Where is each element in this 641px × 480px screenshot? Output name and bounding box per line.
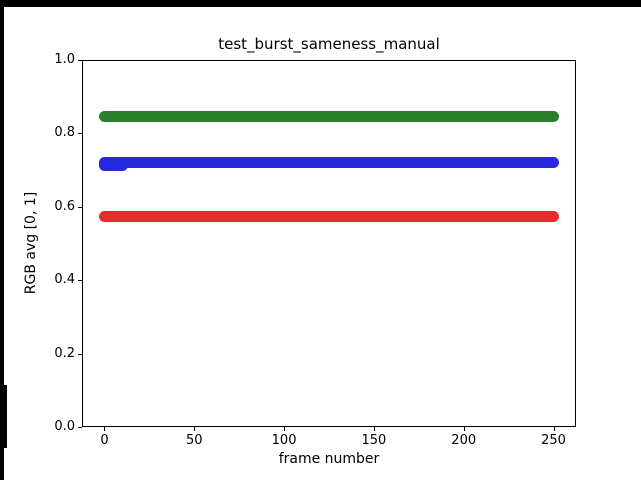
y-tick-mark [78,353,82,355]
y-tick-label: 0.6 [54,198,75,214]
x-tick-label: 250 [541,433,566,448]
y-tick-mark [78,133,82,135]
x-tick-mark [104,427,106,431]
x-tick-label: 200 [451,433,477,448]
x-tick-mark [463,427,465,431]
chart-title: test_burst_sameness_manual [218,35,440,53]
y-tick-label: 1.0 [54,52,75,67]
y-tick-mark [78,280,82,282]
series-line-green-channel [98,110,560,122]
x-tick-label: 150 [361,433,387,448]
x-tick-mark [194,427,196,431]
y-tick-label: 0.2 [54,345,75,361]
x-tick-label: 50 [185,433,203,448]
y-tick-mark [78,427,82,428]
y-tick-label: 0.4 [54,272,75,288]
x-tick-mark [284,427,286,431]
x-tick-label: 100 [271,433,297,448]
x-tick-mark [373,427,375,431]
y-tick-mark [78,206,82,208]
series-line-red-channel [98,210,560,222]
figure-background [4,7,641,480]
x-tick-label: 0 [100,433,109,448]
y-axis-label: RGB avg [0, 1] [23,191,39,295]
x-axis-label: frame number [278,451,380,467]
plot-area [82,60,576,427]
x-tick-mark [553,427,555,431]
y-tick-label: 0.8 [54,125,75,141]
series-line-blue-channel [98,156,560,168]
y-tick-label: 0.0 [54,419,75,434]
y-tick-mark [78,60,82,61]
screen-edge-artifact [0,385,7,448]
